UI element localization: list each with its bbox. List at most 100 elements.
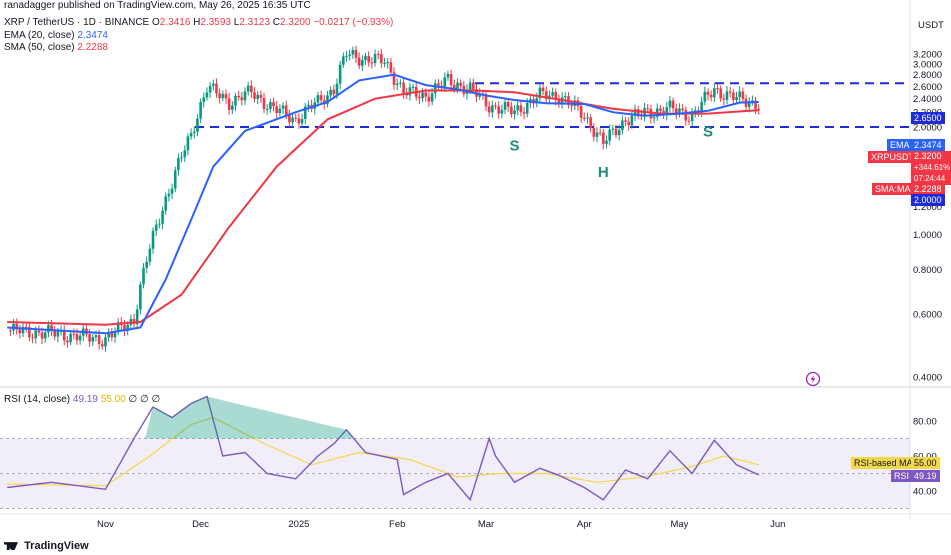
rsi-band — [0, 438, 910, 509]
candle-body — [18, 329, 22, 334]
candle-body — [446, 74, 450, 78]
sma-legend-row[interactable]: SMA (50, close) 2.2288 — [4, 42, 393, 55]
candle-body — [722, 98, 726, 100]
candle-body — [24, 326, 28, 328]
tag-price: 2.3200 — [914, 151, 942, 161]
tag-sma-value: 2.2288 — [911, 183, 945, 195]
tag-rsi-ma-value: 55.00 — [911, 457, 940, 469]
price-tick-label: 1.2000 — [913, 202, 942, 213]
candle-body — [395, 83, 399, 85]
candle-body — [199, 102, 202, 119]
candle-body — [335, 83, 339, 95]
candle-body — [37, 330, 41, 333]
candle-body — [732, 92, 735, 101]
candle-body — [541, 87, 545, 92]
symbol-name[interactable]: XRP / TetherUS · 1D · BINANCE — [4, 17, 150, 28]
candle-body — [716, 88, 719, 90]
candle-body — [430, 93, 434, 102]
candle-body — [186, 136, 190, 151]
ema-legend-value: 2.3474 — [77, 29, 108, 41]
date-tick-label: Apr — [577, 519, 592, 530]
candle-body — [75, 333, 79, 341]
moving-average-lines — [7, 73, 759, 335]
rsi-legend[interactable]: RSI (14, close) 49.19 55.00 ∅ ∅ ∅ — [4, 394, 160, 405]
candle-body — [307, 104, 310, 107]
tag-sma-name: SMA:MA — [872, 183, 914, 195]
candle-body — [424, 92, 428, 97]
candle-body — [294, 117, 298, 119]
candle-body — [487, 106, 491, 113]
candle-body — [31, 337, 34, 339]
candle-body — [21, 326, 25, 334]
tag-ema-name: EMA — [887, 139, 913, 151]
ohlc-high-label: H — [193, 17, 201, 28]
candle-body — [589, 117, 592, 129]
candle-body — [189, 133, 193, 137]
candle-body — [123, 324, 126, 332]
price-tick-label: 2.6000 — [913, 82, 942, 93]
candle-body — [376, 54, 380, 56]
candle-body — [630, 115, 634, 126]
candle-body — [338, 64, 342, 84]
ema-legend-row[interactable]: EMA (20, close) 2.3474 — [4, 30, 393, 43]
candle-body — [602, 132, 605, 144]
price-tick-label: 2.0000 — [913, 123, 942, 134]
candle-body — [28, 327, 31, 338]
candle-body — [275, 106, 279, 114]
publisher-line: ranadagger published on TradingView.com,… — [4, 0, 311, 11]
candle-body — [170, 188, 174, 194]
candle-body — [291, 117, 294, 123]
candle-body — [633, 109, 637, 116]
candle-body — [288, 115, 291, 123]
tag-symbol-name: XRPUSDT — [868, 151, 918, 163]
candle-body — [433, 83, 437, 94]
candle-body — [145, 261, 148, 268]
candle-body — [605, 140, 608, 144]
candle-body — [624, 120, 627, 122]
candle-body — [494, 105, 497, 107]
candle-body — [231, 105, 234, 110]
ema-line — [7, 73, 759, 335]
candle-body — [319, 95, 323, 101]
candle-body — [34, 330, 38, 339]
ema-legend-label: EMA (20, close) — [4, 29, 75, 41]
candle-body — [9, 330, 12, 332]
candle-body — [177, 158, 180, 171]
candle-body — [373, 54, 377, 64]
candle-body — [706, 91, 710, 95]
candle-body — [202, 97, 206, 103]
rsi-tick-label: 80.00 — [913, 417, 937, 428]
candle-body — [243, 91, 247, 101]
tradingview-logo-icon — [4, 542, 18, 551]
candle-body — [437, 83, 440, 86]
candle-body — [421, 92, 424, 99]
candle-body — [738, 91, 741, 97]
candle-body — [506, 102, 510, 107]
candle-body — [709, 94, 713, 98]
tradingview-footer[interactable]: TradingView — [4, 540, 89, 552]
candle-body — [443, 77, 447, 87]
candle-body — [367, 56, 370, 63]
candle-body — [164, 196, 168, 211]
sma-legend-value: 2.2288 — [77, 42, 108, 53]
candle-body — [598, 132, 602, 134]
chart-legend: XRP / TetherUS · 1D · BINANCE O2.3416 H2… — [4, 17, 393, 55]
candle-body — [519, 105, 523, 113]
sma-line — [7, 89, 759, 326]
candle-body — [754, 100, 757, 109]
candle-series — [9, 45, 761, 352]
sma-legend-label: SMA (50, close) — [4, 42, 75, 53]
candle-body — [342, 56, 345, 65]
rsi-line — [7, 395, 759, 502]
ohlc-low: 2.3123 — [239, 17, 270, 28]
candle-body — [703, 91, 707, 102]
ohlc-change: −0.0217 (−0.93%) — [313, 17, 394, 28]
candle-body — [551, 91, 554, 96]
candle-body — [110, 333, 114, 338]
bolt-icon[interactable] — [805, 371, 821, 387]
candle-body — [88, 334, 91, 342]
candle-body — [725, 91, 729, 100]
candle-body — [326, 95, 329, 105]
price-tick-label: 0.4000 — [913, 373, 942, 384]
